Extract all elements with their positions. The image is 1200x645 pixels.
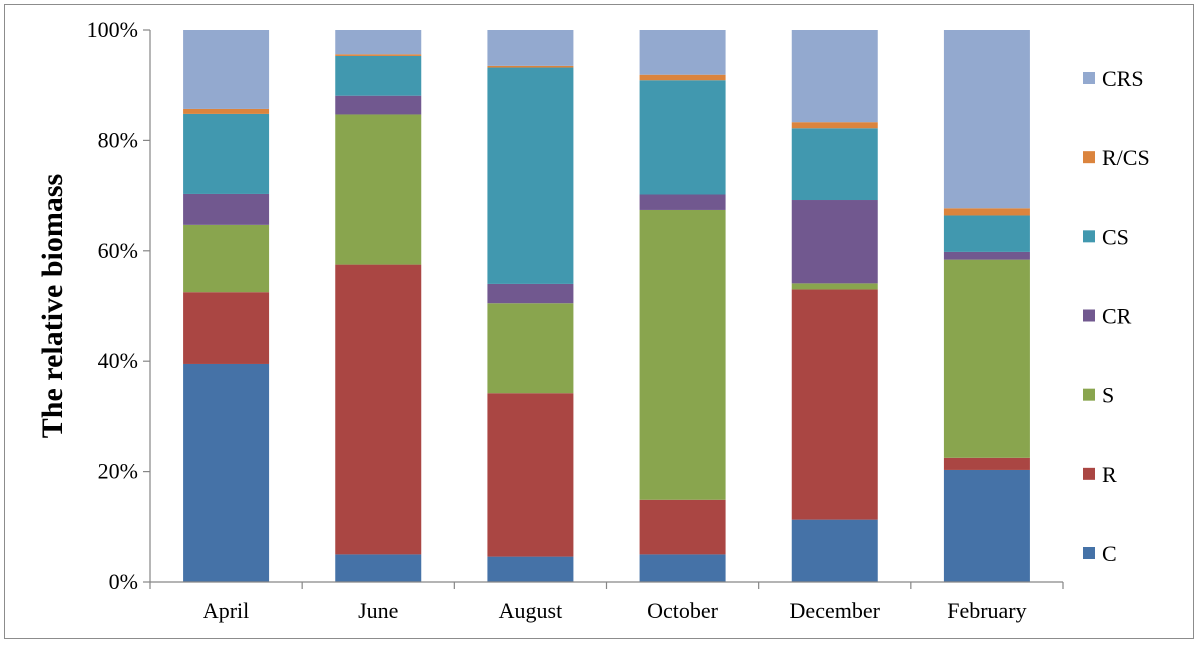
- legend-label: S: [1102, 383, 1114, 408]
- bar-segment: [183, 108, 270, 114]
- x-tick-label: October: [647, 598, 719, 623]
- bar-segment: [943, 469, 1030, 582]
- bar-segment: [791, 128, 878, 201]
- bar-segment: [943, 208, 1030, 216]
- bar-segment: [791, 30, 878, 123]
- bar-segment: [487, 393, 574, 557]
- bar-segment: [487, 283, 574, 304]
- bar-segment: [487, 556, 574, 582]
- x-tick-label: August: [499, 598, 563, 623]
- bar-segment: [639, 30, 726, 75]
- bar-segment: [487, 67, 574, 284]
- bar-segment: [639, 194, 726, 210]
- legend-label: R/CS: [1102, 145, 1150, 170]
- bar-segment: [183, 30, 270, 109]
- legend-label: R: [1102, 462, 1117, 487]
- bar-segment: [943, 251, 1030, 260]
- bar-segment: [791, 283, 878, 290]
- x-tick-label: April: [203, 598, 249, 623]
- x-tick-label: February: [947, 598, 1026, 623]
- x-tick-label: June: [358, 598, 398, 623]
- legend-label: C: [1102, 541, 1117, 566]
- legend-swatch: [1083, 230, 1095, 243]
- x-axis-ticks: April June August October December February: [149, 582, 1064, 623]
- bar-segment: [791, 519, 878, 582]
- y-axis-ticks: 0% 20% 40% 60% 80% 100%: [87, 17, 150, 594]
- y-tick-label: 20%: [98, 459, 138, 484]
- axes: [149, 30, 1063, 583]
- y-axis-title: The relative biomass: [36, 174, 69, 438]
- bar-segment: [639, 74, 726, 81]
- bar-segment: [943, 215, 1030, 252]
- legend-label: CS: [1102, 224, 1129, 249]
- x-tick-label: December: [790, 598, 881, 623]
- bar-segment: [639, 209, 726, 500]
- legend-label: CRS: [1102, 66, 1144, 91]
- bar-segment: [943, 30, 1030, 209]
- y-tick-label: 60%: [98, 238, 138, 263]
- y-tick-label: 100%: [87, 17, 138, 42]
- legend-swatch: [1083, 547, 1095, 559]
- legend-swatch: [1083, 388, 1095, 401]
- bar-segment: [791, 289, 878, 520]
- bar-segment: [791, 200, 878, 284]
- bar-segment: [487, 30, 574, 66]
- bar-segment: [791, 122, 878, 129]
- bar-segment: [639, 499, 726, 555]
- bar-segment: [335, 114, 422, 265]
- bar-segment: [335, 54, 422, 56]
- bar-segment: [943, 457, 1030, 470]
- bar-segment: [183, 363, 270, 582]
- legend-swatch: [1083, 309, 1095, 322]
- bar-segment: [335, 264, 422, 555]
- y-tick-label: 0%: [109, 569, 138, 594]
- bar-segment: [943, 259, 1030, 458]
- legend-swatch: [1083, 467, 1095, 480]
- legend-swatch: [1083, 72, 1095, 84]
- bar-segment: [639, 554, 726, 582]
- bar-segment: [335, 95, 422, 115]
- legend-label: CR: [1102, 304, 1132, 329]
- bar-segment: [183, 193, 270, 225]
- bar-segment: [487, 65, 574, 68]
- legend-swatch: [1083, 151, 1095, 164]
- bar-segment: [639, 80, 726, 195]
- y-tick-label: 80%: [98, 127, 138, 152]
- y-tick-label: 40%: [98, 348, 138, 373]
- bar-segment: [335, 30, 422, 55]
- bar-segment: [183, 292, 270, 364]
- plot-area: [183, 30, 1030, 582]
- bar-segment: [183, 113, 270, 194]
- bar-segment: [183, 224, 270, 293]
- bar-segment: [335, 554, 422, 582]
- bar-segment: [335, 55, 422, 96]
- bar-segment: [487, 303, 574, 394]
